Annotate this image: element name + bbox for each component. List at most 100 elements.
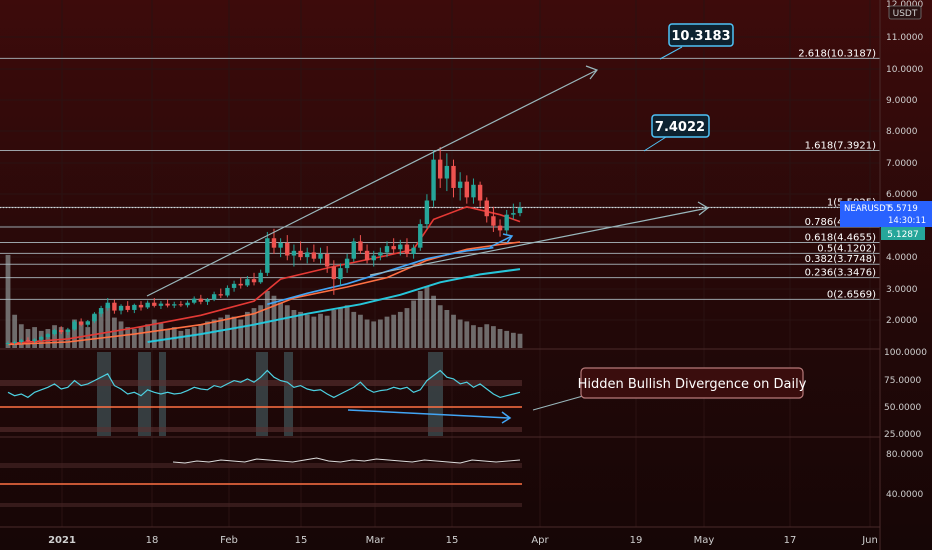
candle-body[interactable]	[118, 305, 124, 311]
candle-body[interactable]	[491, 216, 496, 226]
ma-price-label[interactable]: 5.1287	[881, 227, 925, 240]
candle-body[interactable]	[105, 302, 110, 309]
candle-body[interactable]	[12, 342, 17, 344]
candle-body[interactable]	[145, 302, 150, 308]
candle-body[interactable]	[331, 266, 337, 280]
candle-body[interactable]	[58, 330, 64, 332]
candle-body[interactable]	[424, 200, 430, 225]
candle-body[interactable]	[431, 159, 436, 201]
callout-top[interactable]: 10.3183	[659, 23, 734, 60]
candle-body[interactable]	[404, 244, 410, 254]
current-price-label[interactable]: NEARUSDT 5.5719 14:30:11	[840, 201, 932, 227]
candle-body[interactable]	[45, 334, 51, 337]
candle-body[interactable]	[125, 305, 130, 310]
candle-body[interactable]	[258, 272, 263, 283]
candle-body[interactable]	[338, 268, 343, 280]
candle-body[interactable]	[5, 342, 11, 344]
candle-body[interactable]	[205, 299, 210, 302]
candle-body[interactable]	[378, 252, 383, 256]
candle-body[interactable]	[451, 165, 456, 188]
candle-body[interactable]	[158, 303, 164, 306]
candle-body[interactable]	[92, 313, 97, 322]
candle-body[interactable]	[438, 159, 443, 179]
candle-body[interactable]	[185, 302, 190, 306]
candle-body[interactable]	[72, 321, 77, 330]
candle-body[interactable]	[25, 340, 31, 342]
candle-body[interactable]	[231, 283, 237, 288]
osc-tick: 40.0000	[886, 490, 923, 500]
rsi-highlight	[428, 352, 443, 436]
candle-body[interactable]	[384, 246, 390, 253]
candle-body[interactable]	[371, 255, 376, 261]
candle-body[interactable]	[517, 207, 523, 214]
candle-body[interactable]	[85, 321, 90, 325]
divergence-callout[interactable]: Hidden Bullish Divergence on Daily	[578, 367, 807, 399]
time-tick: 2021	[48, 535, 76, 546]
ma-price-box	[881, 227, 925, 240]
candle-body[interactable]	[225, 287, 230, 296]
volume-bar	[105, 305, 111, 348]
candle-body[interactable]	[324, 253, 330, 267]
candle-body[interactable]	[511, 213, 516, 215]
candle-body[interactable]	[398, 244, 403, 250]
candle-body[interactable]	[178, 304, 184, 306]
candle-body[interactable]	[265, 238, 270, 273]
candle-body[interactable]	[305, 252, 310, 258]
candle-body[interactable]	[457, 181, 463, 188]
candle-body[interactable]	[418, 224, 423, 248]
candle-body[interactable]	[191, 298, 197, 303]
candle-body[interactable]	[318, 253, 323, 259]
candle-body[interactable]	[52, 330, 57, 335]
callout-middle[interactable]: 7.4022	[643, 114, 710, 152]
candle-body[interactable]	[497, 225, 503, 231]
candle-body[interactable]	[471, 184, 476, 198]
candle-body[interactable]	[311, 252, 317, 259]
candle-body[interactable]	[98, 308, 104, 314]
candle-body[interactable]	[238, 283, 243, 286]
candle-body[interactable]	[65, 329, 71, 332]
candle-body[interactable]	[477, 184, 483, 201]
candle-body[interactable]	[112, 302, 117, 311]
candle-body[interactable]	[32, 339, 37, 342]
volume-bar	[191, 327, 197, 348]
candle-body[interactable]	[19, 340, 24, 343]
candle-body[interactable]	[271, 238, 277, 248]
candle-body[interactable]	[351, 241, 356, 259]
candle-body[interactable]	[278, 242, 283, 248]
candle-body[interactable]	[464, 181, 470, 198]
candle-body[interactable]	[298, 250, 303, 258]
candle-body[interactable]	[198, 298, 204, 302]
trend-lines	[146, 65, 710, 297]
rsi-divergence-arrow[interactable]	[347, 409, 511, 419]
candle-body[interactable]	[344, 258, 350, 269]
candle-body[interactable]	[285, 242, 290, 256]
candle-body[interactable]	[444, 165, 450, 179]
candle-body[interactable]	[138, 304, 144, 308]
candle-body[interactable]	[211, 294, 217, 300]
candle-body[interactable]	[172, 304, 177, 306]
candle-body[interactable]	[165, 303, 170, 306]
time-axis[interactable]: 2021 18 Feb 15 Mar 15 Apr 19 May 17 Jun	[48, 535, 878, 546]
candle-body[interactable]	[391, 246, 396, 250]
volume-bar	[457, 319, 463, 348]
candle-body[interactable]	[364, 250, 370, 261]
candle-body[interactable]	[39, 336, 44, 340]
candle-body[interactable]	[504, 214, 509, 231]
candle-body[interactable]	[358, 241, 363, 251]
candle-body[interactable]	[218, 294, 223, 296]
candle-body[interactable]	[152, 302, 157, 306]
candle-body[interactable]	[132, 304, 137, 310]
candle-body[interactable]	[78, 321, 84, 325]
price-axis[interactable]: 12.0000 USDT	[886, 0, 923, 20]
price-divergence-arrow[interactable]	[489, 235, 513, 248]
lower-trend-line[interactable]	[369, 207, 709, 276]
candle-body[interactable]	[484, 200, 489, 217]
upper-trend-line[interactable]	[146, 69, 598, 297]
rsi-highlight	[284, 352, 293, 436]
candle-body[interactable]	[251, 279, 257, 283]
volume-bar	[85, 327, 91, 348]
candle-body[interactable]	[411, 247, 416, 254]
candle-body[interactable]	[291, 250, 297, 256]
candle-body[interactable]	[245, 279, 250, 286]
